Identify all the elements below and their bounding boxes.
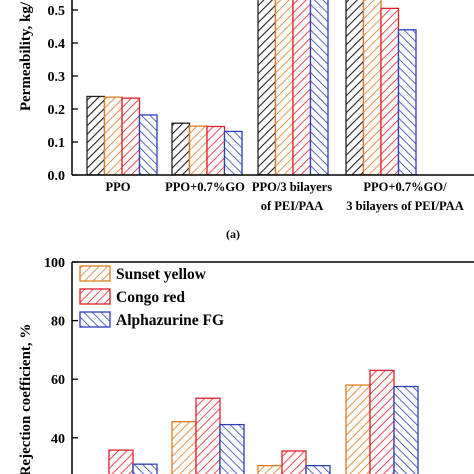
bar-panel-a-cat3-s3 — [397, 29, 417, 175]
bar-panel-a-cat3-s1 — [362, 0, 382, 175]
y-tick-label: 0.3 — [48, 70, 66, 85]
bar-panel-a-cat3-s2 — [380, 7, 400, 175]
y-tick-label: 0.2 — [48, 103, 66, 118]
bar-panel-b-cat0-s1 — [108, 449, 134, 474]
panel-b-legend: Sunset yellow Congo red Alphazurine FG — [79, 265, 224, 329]
bar-panel-a-cat2-s3 — [309, 0, 329, 175]
bar-panel-a-cat2-s1 — [274, 0, 294, 175]
bar-panel-b-cat3-s1 — [369, 369, 395, 474]
panel-a-y-axis-label: Permeability, kg/ — [18, 1, 34, 111]
panel-b-y-axis-label: Rejection coefficient, % — [18, 324, 34, 474]
bar-panel-b-cat2-s2 — [305, 464, 331, 474]
bar-panel-b-cat3-s0 — [345, 384, 371, 474]
bar-panel-b-cat1-s1 — [195, 397, 221, 474]
bar-panel-a-cat1-s2 — [206, 125, 226, 175]
x-tick-label: 3 bilayers of PEI/PAA — [346, 199, 463, 213]
y-tick-label: 0.0 — [48, 169, 66, 184]
legend-label: Congo red — [116, 289, 185, 306]
panel-a-label: (a) — [226, 227, 240, 241]
x-tick-label: PPO/3 bilayers — [252, 180, 332, 194]
panel-a-axes — [71, 0, 474, 176]
panel-a-bars — [86, 0, 417, 175]
panel-b: 100 80 60 40 Rejection coefficient, % Sunse… — [18, 256, 474, 474]
bar-panel-b-cat1-s0 — [171, 421, 197, 474]
y-tick-label: 40 — [51, 432, 65, 447]
bar-panel-a-cat1-s3 — [223, 130, 243, 175]
legend-swatch — [79, 288, 111, 305]
bar-panel-b-cat3-s2 — [393, 385, 419, 474]
y-tick-label: 0.1 — [48, 136, 66, 151]
panel-a: 0.0 0.1 0.2 0.3 0.4 0.5 Permeability, kg/ PPO… — [18, 0, 474, 241]
y-tick-label: 0.4 — [48, 37, 66, 52]
legend-label: Sunset yellow — [116, 266, 207, 283]
panel-a-y-ticks: 0.0 0.1 0.2 0.3 0.4 0.5 — [48, 4, 78, 184]
bar-panel-b-cat1-s2 — [219, 423, 245, 474]
x-tick-label: PPO — [106, 180, 131, 194]
bar-panel-b-cat0-s2 — [132, 463, 158, 474]
legend-swatch — [79, 311, 111, 328]
bar-panel-a-cat2-s2 — [292, 0, 312, 175]
bar-panel-a-cat2-s0 — [257, 0, 277, 175]
bar-panel-a-cat0-s0 — [86, 95, 106, 175]
x-tick-label: of PEI/PAA — [261, 199, 324, 213]
panel-b-bars — [108, 369, 419, 474]
panel-b-y-ticks: 100 80 60 40 — [44, 256, 78, 447]
y-tick-label: 60 — [51, 373, 65, 388]
bar-panel-a-cat0-s2 — [121, 97, 141, 175]
bar-panel-a-cat3-s0 — [345, 0, 365, 175]
x-tick-label: PPO+0.7%GO/ — [363, 180, 447, 194]
y-tick-label: 0.5 — [48, 4, 66, 19]
bar-panel-b-cat2-s1 — [281, 450, 307, 474]
bar-panel-a-cat1-s1 — [188, 125, 208, 175]
bar-panel-b-cat2-s0 — [257, 464, 283, 474]
bar-panel-a-cat1-s0 — [171, 122, 191, 175]
bar-panel-a-cat0-s1 — [103, 96, 123, 175]
y-tick-label: 80 — [51, 315, 65, 330]
x-tick-label: PPO+0.7%GO — [165, 180, 245, 194]
legend-swatch — [79, 265, 111, 282]
legend-label: Alphazurine FG — [116, 312, 224, 329]
panel-b-axes — [71, 261, 474, 474]
bar-panel-a-cat0-s3 — [138, 114, 158, 175]
panel-a-x-labels: PPO PPO+0.7%GO PPO/3 bilayers of PEI/PAA PPO… — [106, 180, 464, 213]
y-tick-label: 100 — [44, 256, 65, 271]
